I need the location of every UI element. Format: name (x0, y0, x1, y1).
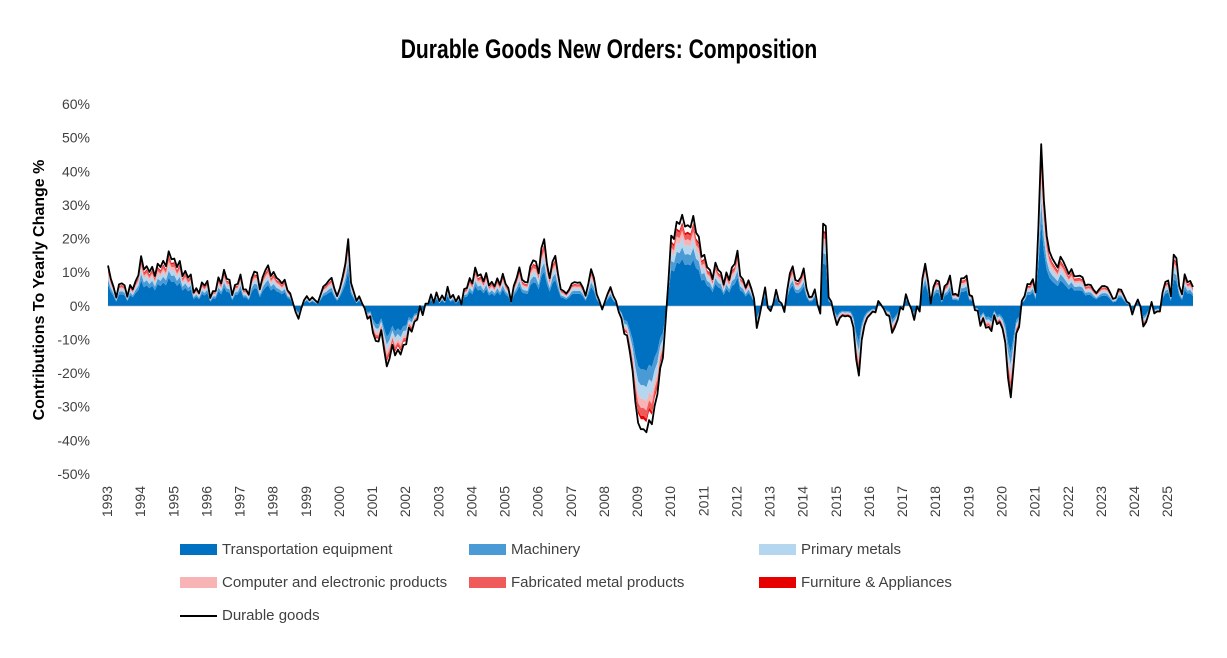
x-tick-label: 2007 (563, 486, 579, 517)
x-tick-label: 2022 (1060, 486, 1076, 517)
x-tick-label: 2010 (662, 486, 678, 517)
y-tick-label: 20% (62, 231, 90, 247)
legend-item-computer[interactable]: Computer and electronic products (180, 574, 447, 591)
legend-swatch (180, 544, 217, 555)
x-tick-label: 2003 (430, 486, 446, 517)
legend-swatch (469, 577, 506, 588)
legend-label: Durable goods (222, 607, 320, 624)
legend-item-fabricated-metal[interactable]: Fabricated metal products (469, 574, 684, 591)
area-transportation-equipment (108, 222, 1193, 371)
legend-item-machinery[interactable]: Machinery (469, 541, 580, 558)
legend-label: Computer and electronic products (222, 574, 448, 591)
x-tick-label: 2001 (364, 486, 380, 517)
x-tick-label: 2004 (463, 486, 479, 517)
x-tick-label: 2016 (861, 486, 877, 517)
y-axis-ticks: 60% 50% 40% 30% 20% 10% 0% -10% -20% -30% -40% -50% (57, 96, 90, 482)
legend-label: Fabricated metal products (511, 574, 685, 591)
durable-goods-line (107, 143, 1194, 434)
y-tick-label: -10% (57, 331, 90, 347)
x-tick-label: 2020 (994, 486, 1010, 517)
x-tick-label: 2018 (927, 486, 943, 517)
x-tick-label: 2014 (795, 486, 811, 517)
x-tick-label: 1995 (165, 486, 181, 517)
x-tick-label: 1993 (99, 486, 115, 517)
legend-swatch (180, 577, 217, 588)
x-tick-label: 2023 (1093, 486, 1109, 517)
x-tick-label: 2025 (1159, 486, 1175, 517)
x-tick-label: 2005 (497, 486, 513, 517)
legend-label: Transportation equipment (222, 541, 393, 558)
x-tick-label: 2017 (894, 486, 910, 517)
x-tick-label: 2011 (695, 486, 711, 516)
durable-goods-line-layer (107, 143, 1194, 434)
x-tick-label: 2019 (960, 486, 976, 517)
x-axis-ticks: 1993 1994 1995 1996 1997 1998 1999 2000 2001 2002… (99, 486, 1175, 517)
legend-item-durable-goods[interactable]: Durable goods (180, 607, 320, 624)
legend-label: Furniture & Appliances (801, 574, 952, 591)
chart-title: Durable Goods New Orders: Composition (400, 34, 818, 64)
x-tick-label: 2006 (530, 486, 546, 517)
x-tick-label: 2024 (1126, 486, 1142, 517)
legend-swatch (469, 544, 506, 555)
x-tick-label: 1998 (265, 486, 281, 517)
legend-swatch (759, 577, 796, 588)
legend-item-transportation[interactable]: Transportation equipment (180, 541, 392, 558)
y-tick-label: -40% (57, 432, 90, 448)
y-axis-label: Contributions To Yearly Change % (31, 160, 48, 421)
x-tick-label: 1996 (198, 486, 214, 517)
x-tick-label: 2000 (331, 486, 347, 517)
stacked-areas (108, 157, 1193, 423)
y-tick-label: 60% (62, 96, 90, 112)
y-tick-label: -30% (57, 399, 90, 415)
y-tick-label: 0% (70, 298, 90, 314)
x-tick-label: 1994 (132, 486, 148, 517)
legend-line-swatch (180, 614, 217, 617)
area-machinery (108, 201, 1193, 388)
y-tick-label: 30% (62, 197, 90, 213)
y-tick-label: -50% (57, 466, 90, 482)
legend: Transportation equipment Machinery Prima… (180, 538, 1000, 634)
x-tick-label: 1999 (298, 486, 314, 517)
y-tick-label: 50% (62, 130, 90, 146)
x-tick-label: 2002 (397, 486, 413, 517)
x-tick-label: 2013 (762, 486, 778, 517)
x-tick-label: 2012 (728, 486, 744, 517)
y-tick-label: 40% (62, 163, 90, 179)
legend-label: Machinery (511, 541, 581, 558)
y-tick-label: 10% (62, 264, 90, 280)
x-tick-label: 2009 (629, 486, 645, 517)
legend-item-furniture[interactable]: Furniture & Appliances (759, 574, 952, 591)
x-tick-label: 1997 (232, 486, 248, 517)
y-tick-label: -20% (57, 365, 90, 381)
legend-item-primary-metals[interactable]: Primary metals (759, 541, 901, 558)
x-tick-label: 2021 (1027, 486, 1043, 517)
x-tick-label: 2015 (828, 486, 844, 517)
x-tick-label: 2008 (596, 486, 612, 517)
legend-swatch (759, 544, 796, 555)
legend-label: Primary metals (801, 541, 902, 558)
